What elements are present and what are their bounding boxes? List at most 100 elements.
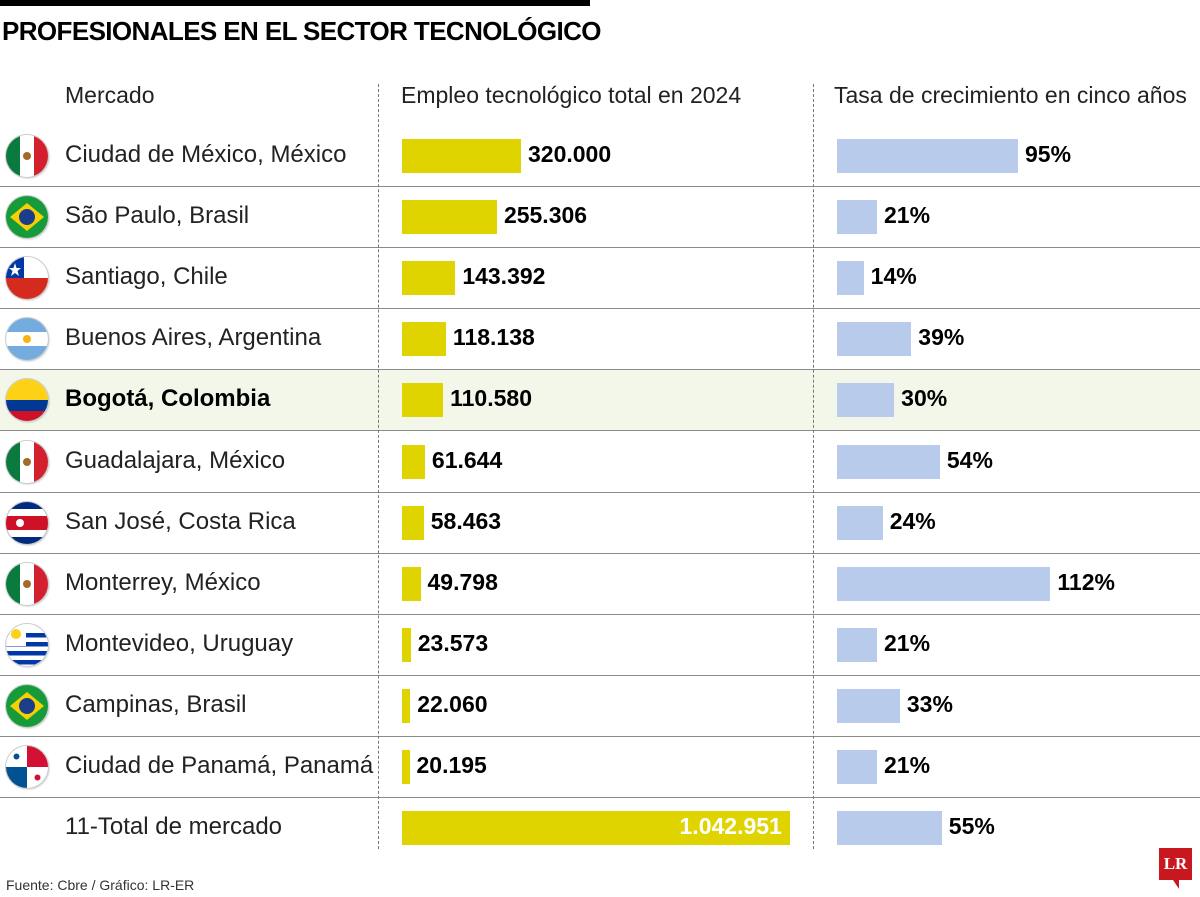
chart-title: PROFESIONALES EN EL SECTOR TECNOLÓGICO (2, 16, 601, 46)
growth-bar (837, 505, 883, 540)
growth-bar (837, 688, 900, 723)
mexico-flag-icon (6, 440, 48, 483)
table-row: Buenos Aires, Argentina 118.138 39% (0, 309, 1200, 371)
table-row: San José, Costa Rica 58.463 24% (0, 493, 1200, 554)
growth-bar (837, 750, 877, 784)
growth-value: 21% (884, 202, 931, 229)
table-row: São Paulo, Brasil 255.306 21% (0, 187, 1200, 249)
source-note: Fuente: Cbre / Gráfico: LR-ER (6, 877, 195, 893)
employment-value: 143.392 (462, 263, 546, 290)
market-name: Guadalajara, México (65, 446, 286, 474)
employment-value: 1.042.951 (679, 813, 782, 840)
table-row: Campinas, Brasil 22.060 33% (0, 676, 1200, 737)
growth-value: 30% (901, 385, 948, 412)
growth-bar (837, 139, 1018, 173)
employment-bar (402, 688, 411, 723)
row-divider (0, 735, 1200, 737)
growth-value: 33% (906, 690, 953, 717)
header-employment: Empleo tecnológico total en 2024 (401, 82, 742, 108)
total-row: 11-Total de mercado 1.042.951 55% (0, 798, 1200, 859)
employment-bar (402, 383, 444, 418)
column-divider (378, 84, 379, 849)
growth-value: 39% (918, 324, 965, 351)
employment-bar (402, 261, 456, 296)
uruguay-flag-icon (6, 623, 48, 666)
growth-bar (837, 627, 877, 662)
growth-value: 112% (1057, 568, 1115, 595)
employment-bar (402, 505, 424, 540)
growth-bar (837, 322, 912, 357)
table-row: Ciudad de Panamá, Panamá 20.195 21% (0, 737, 1200, 798)
market-name: São Paulo, Brasil (65, 202, 250, 230)
market-name: Campinas, Brasil (65, 690, 247, 718)
employment-bar (402, 750, 410, 784)
brazil-flag-icon (6, 684, 48, 727)
table-row: Guadalajara, México 61.644 54% (0, 432, 1200, 493)
row-divider (0, 674, 1200, 676)
employment-bar (402, 200, 497, 235)
employment-bar (402, 811, 790, 846)
employment-value: 22.060 (417, 690, 488, 717)
employment-value: 20.195 (416, 752, 487, 778)
employment-value: 255.306 (503, 202, 588, 229)
mexico-flag-icon (6, 135, 48, 177)
employment-value: 61.644 (431, 446, 503, 473)
employment-bar (402, 566, 421, 601)
row-divider (0, 308, 1200, 310)
growth-value: 55% (948, 813, 995, 840)
mexico-flag-icon (6, 562, 48, 605)
employment-bar (402, 444, 425, 479)
employment-value: 320.000 (528, 141, 612, 167)
market-name: San José, Costa Rica (65, 507, 296, 535)
growth-bar (837, 444, 940, 479)
market-name: Ciudad de México, México (65, 141, 347, 168)
employment-value: 49.798 (427, 568, 498, 595)
employment-bar (402, 322, 446, 357)
market-name: Ciudad de Panamá, Panamá (65, 752, 374, 779)
employment-value: 23.573 (417, 629, 489, 656)
table-row: Santiago, Chile 143.392 14% (0, 248, 1200, 310)
growth-bar (837, 200, 877, 235)
market-name: Buenos Aires, Argentina (65, 324, 322, 352)
market-name: Montevideo, Uruguay (65, 629, 294, 657)
growth-bar (837, 261, 864, 296)
header-market: Mercado (65, 82, 155, 108)
growth-value: 95% (1025, 141, 1072, 167)
top-rule (0, 0, 590, 6)
employment-value: 110.580 (450, 385, 532, 412)
chile-flag-icon (6, 257, 48, 300)
growth-value: 21% (884, 752, 931, 778)
growth-value: 14% (870, 263, 917, 290)
row-divider (0, 797, 1200, 798)
row-divider (0, 186, 1200, 187)
colombia-flag-icon (6, 379, 48, 422)
table-row: Monterrey, México 49.798 112% (0, 554, 1200, 615)
employment-bar (402, 139, 521, 173)
employment-value: 118.138 (452, 324, 535, 351)
growth-value: 21% (884, 629, 931, 656)
market-name: Bogotá, Colombia (65, 385, 271, 413)
table-row: Montevideo, Uruguay 23.573 21% (0, 615, 1200, 676)
costa-rica-flag-icon (6, 501, 48, 544)
header-growth: Tasa de crecimiento en cinco años (834, 82, 1187, 108)
growth-bar (837, 811, 942, 846)
row-divider (0, 430, 1200, 432)
row-divider (0, 491, 1200, 493)
growth-bar (837, 566, 1051, 601)
table-row: Ciudad de México, México 320.000 95% (0, 126, 1200, 187)
row-divider (0, 369, 1200, 371)
row-divider (0, 552, 1200, 554)
brazil-flag-icon (6, 196, 48, 239)
column-divider (813, 84, 814, 849)
lr-logo: LR (1159, 848, 1192, 889)
table-row: Bogotá, Colombia 110.580 30% (0, 370, 1200, 432)
row-divider (0, 247, 1200, 249)
growth-bar (837, 383, 895, 418)
row-divider (0, 613, 1200, 615)
employment-bar (402, 627, 411, 662)
growth-value: 24% (889, 507, 936, 534)
argentina-flag-icon (6, 318, 48, 361)
employment-value: 58.463 (430, 507, 502, 534)
market-name: 11-Total de mercado (65, 813, 283, 841)
market-name: Santiago, Chile (65, 263, 228, 291)
